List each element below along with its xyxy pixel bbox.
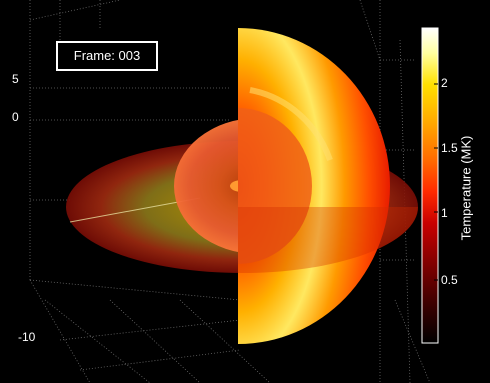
colorbar-tick-2: 2	[441, 76, 448, 90]
disk-front	[238, 207, 419, 274]
meridional-inner-glow	[238, 108, 312, 264]
grid-lines	[29, 0, 431, 383]
colorbar-title: Temperature (MK)	[458, 135, 474, 241]
colorbar-tick-1: 1	[441, 206, 448, 220]
frame-label: Frame: 003	[56, 41, 158, 71]
meridional-bright-band	[249, 87, 333, 162]
colorbar-tick-marks	[434, 83, 438, 281]
colorbar	[421, 27, 439, 344]
axis-tick-0: 0	[12, 110, 19, 124]
colorbar-tick-0-5: 0.5	[441, 273, 458, 287]
meridional-slice	[238, 28, 390, 344]
colorbar-tick-1-5: 1.5	[441, 141, 458, 155]
axis-tick-5: 5	[12, 72, 19, 86]
axis-tick-minus-10: -10	[18, 330, 36, 344]
